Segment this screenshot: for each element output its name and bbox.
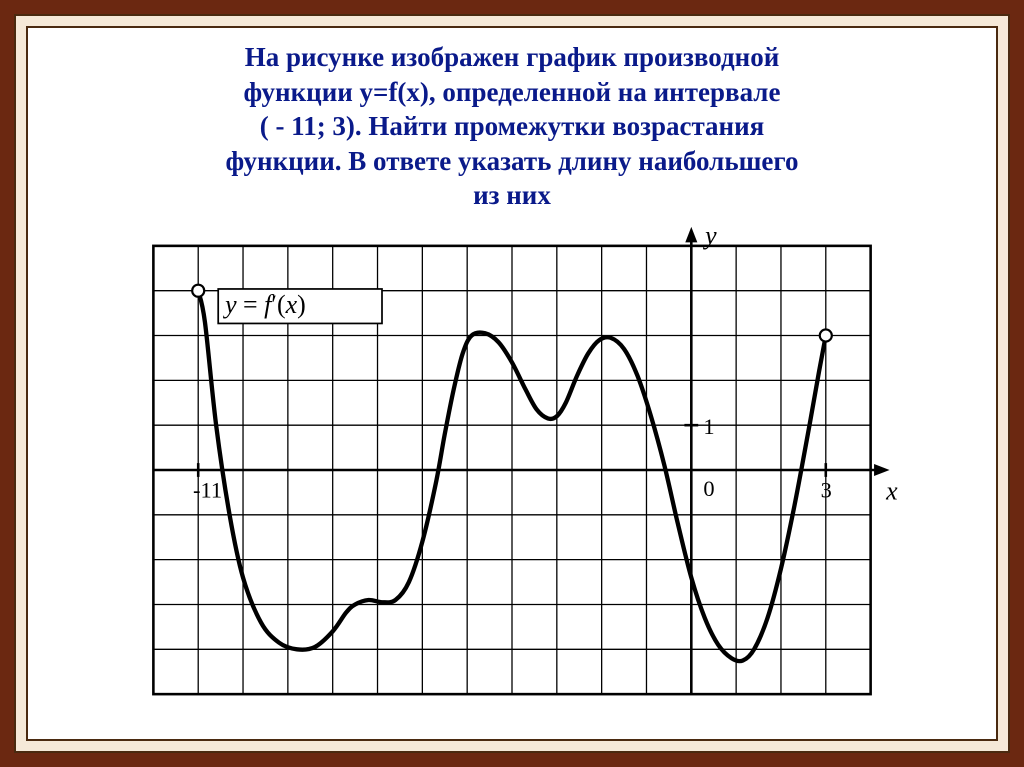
outer-frame: На рисунке изображен график производной …: [0, 0, 1024, 767]
svg-text:1: 1: [703, 414, 714, 439]
chart-area: 0 -11 3 1 x y y = f′(x): [56, 219, 968, 721]
slide-content: На рисунке изображен график производной …: [26, 26, 998, 741]
title-line-3: ( - 11; 3). Найти промежутки возрастания: [260, 111, 765, 141]
title-line-4: функции. В ответе указать длину наибольш…: [226, 146, 799, 176]
svg-text:y: y: [702, 221, 717, 250]
mid-frame: На рисунке изображен график производной …: [14, 14, 1010, 753]
svg-text:3: 3: [821, 477, 832, 502]
slide-title: На рисунке изображен график производной …: [226, 40, 799, 213]
svg-text:x: x: [885, 476, 898, 505]
title-line-1: На рисунке изображен график производной: [245, 42, 780, 72]
svg-text:y = f′(x): y = f′(x): [222, 290, 306, 319]
title-line-5: из них: [473, 180, 551, 210]
title-line-2: функции y=f(x), определенной на интервал…: [244, 77, 781, 107]
derivative-chart: 0 -11 3 1 x y y = f′(x): [62, 220, 962, 720]
svg-text:-11: -11: [193, 477, 222, 502]
svg-text:0: 0: [703, 476, 714, 501]
